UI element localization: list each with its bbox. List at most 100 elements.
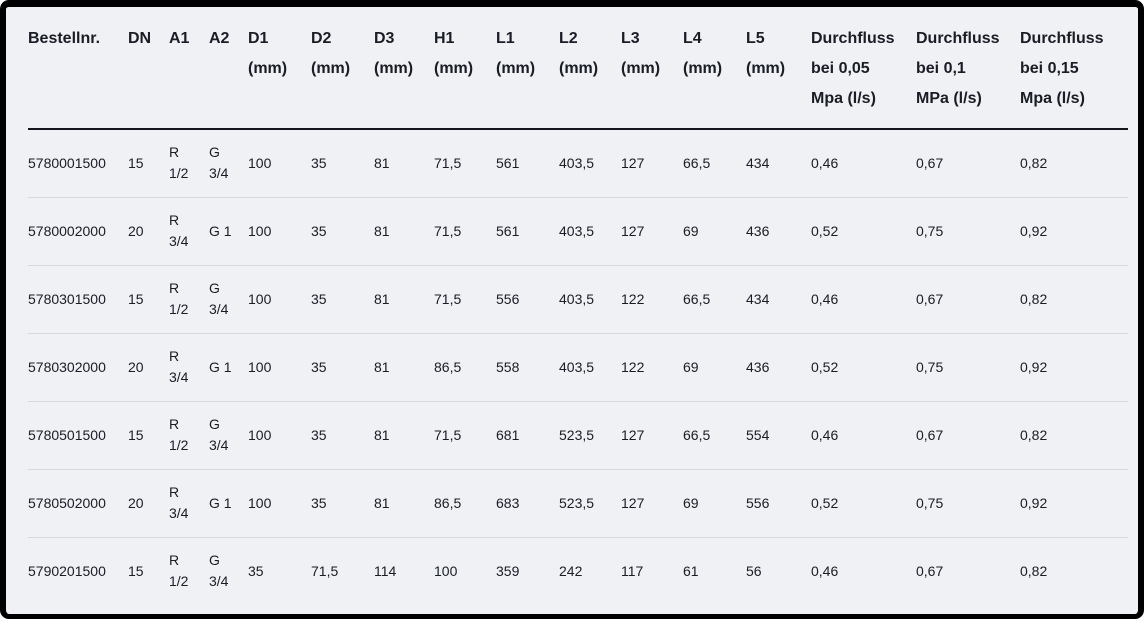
table-row: 5780002000 20 R 3/4 G 1 100 35 81 71,5 561 403,5 1… bbox=[28, 196, 1128, 265]
cell-dn: 15 bbox=[128, 536, 169, 605]
cell-l4: 69 bbox=[683, 196, 746, 265]
column-header-l2: L2 (mm) bbox=[559, 7, 621, 130]
column-label: L3 bbox=[621, 30, 640, 47]
cell-l2: 523,5 bbox=[559, 468, 621, 537]
cell-a1: R 3/4 bbox=[169, 468, 209, 537]
cell-l1: 556 bbox=[496, 264, 559, 333]
cell-durchfluss-015: 0,82 bbox=[1020, 154, 1048, 171]
column-sublabel: (mm) bbox=[374, 60, 414, 77]
cell-a2: G 1 bbox=[209, 468, 248, 537]
cell-l2: 403,5 bbox=[559, 154, 595, 171]
cell-d3: 81 bbox=[374, 154, 390, 171]
column-sublabel: (mm) bbox=[434, 60, 474, 77]
table-row: 5780302000 20 R 3/4 G 1 100 35 81 86,5 558 403,5 1… bbox=[28, 332, 1128, 401]
cell-l4: 69 bbox=[683, 468, 746, 537]
cell-bestellnr: 5790201500 bbox=[28, 536, 128, 605]
cell-l3: 122 bbox=[621, 332, 683, 401]
table-row: 5780501500 15 R 1/2 G 3/4 100 35 81 71,5 681 523,… bbox=[28, 400, 1128, 469]
column-label: L1 bbox=[496, 30, 515, 47]
cell-bestellnr: 5780002000 bbox=[28, 196, 128, 265]
cell-durchfluss-005: 0,46 bbox=[811, 154, 839, 171]
cell-d1: 100 bbox=[248, 196, 311, 265]
cell-durchfluss-005: 0,46 bbox=[811, 400, 916, 469]
cell-d2: 35 bbox=[311, 468, 374, 537]
product-spec-table: Bestellnr. DN A1 A2 D1 (mm) D2 (mm) D3 (… bbox=[28, 7, 1128, 605]
table-header: Bestellnr. DN A1 A2 D1 (mm) D2 (mm) D3 (… bbox=[28, 7, 1128, 130]
cell-durchfluss-015: 0,92 bbox=[1020, 332, 1128, 401]
column-sublabel: bei 0,05 bbox=[811, 60, 870, 77]
cell-l2: 403,5 bbox=[559, 332, 621, 401]
cell-a1: R 1/2 bbox=[169, 144, 189, 182]
cell-bestellnr: 5780502000 bbox=[28, 468, 128, 537]
cell-durchfluss-015: 0,82 bbox=[1020, 264, 1128, 333]
column-label: A1 bbox=[169, 30, 190, 47]
cell-l5: 434 bbox=[746, 264, 811, 333]
column-label: L2 bbox=[559, 30, 578, 47]
cell-l2: 242 bbox=[559, 536, 621, 605]
cell-l1: 681 bbox=[496, 400, 559, 469]
cell-l5: 556 bbox=[746, 468, 811, 537]
column-header-durchfluss-005: Durchfluss bei 0,05 Mpa (l/s) bbox=[811, 7, 916, 130]
cell-l4: 61 bbox=[683, 536, 746, 605]
column-unit: MPa (l/s) bbox=[916, 90, 982, 107]
cell-d1: 100 bbox=[248, 468, 311, 537]
cell-l4: 66,5 bbox=[683, 264, 746, 333]
cell-durchfluss-015: 0,92 bbox=[1020, 468, 1128, 537]
cell-l5: 436 bbox=[746, 196, 811, 265]
column-header-bestellnr: Bestellnr. bbox=[28, 7, 128, 130]
column-header-dn: DN bbox=[128, 7, 169, 130]
column-header-a1: A1 bbox=[169, 7, 209, 130]
table-row: 5780001500 15 R 1/2 G 3/4 100 35 81 71,5 561 403,… bbox=[28, 129, 1128, 197]
column-sublabel: (mm) bbox=[621, 60, 661, 77]
cell-durchfluss-005: 0,52 bbox=[811, 196, 916, 265]
cell-d1: 100 bbox=[248, 400, 311, 469]
cell-l2: 403,5 bbox=[559, 264, 621, 333]
column-header-durchfluss-015: Durchfluss bei 0,15 Mpa (l/s) bbox=[1020, 7, 1128, 130]
cell-a1: R 1/2 bbox=[169, 400, 209, 469]
cell-durchfluss-01: 0,67 bbox=[916, 536, 1020, 605]
cell-durchfluss-01: 0,75 bbox=[916, 332, 1020, 401]
cell-l3: 127 bbox=[621, 468, 683, 537]
cell-d3: 81 bbox=[374, 196, 434, 265]
column-label: D3 bbox=[374, 30, 395, 47]
cell-dn: 20 bbox=[128, 196, 169, 265]
column-label: D2 bbox=[311, 30, 332, 47]
cell-d2: 35 bbox=[311, 196, 374, 265]
column-label: Bestellnr. bbox=[28, 30, 101, 47]
column-label: Durchfluss bbox=[916, 30, 1000, 47]
cell-h1: 71,5 bbox=[434, 400, 496, 469]
cell-l3: 127 bbox=[621, 400, 683, 469]
cell-l4: 66,5 bbox=[683, 400, 746, 469]
cell-durchfluss-015: 0,92 bbox=[1020, 196, 1128, 265]
cell-d3: 81 bbox=[374, 332, 434, 401]
cell-h1: 71,5 bbox=[434, 154, 462, 171]
cell-bestellnr: 5780301500 bbox=[28, 264, 128, 333]
cell-d2: 35 bbox=[311, 154, 327, 171]
table-row: 5780502000 20 R 3/4 G 1 100 35 81 86,5 683 523,5 1… bbox=[28, 468, 1128, 537]
column-sublabel: (mm) bbox=[683, 60, 723, 77]
cell-d3: 81 bbox=[374, 400, 434, 469]
cell-durchfluss-01: 0,75 bbox=[916, 196, 1020, 265]
cell-l3: 117 bbox=[621, 536, 683, 605]
cell-bestellnr: 5780501500 bbox=[28, 400, 128, 469]
table-row: 5780301500 15 R 1/2 G 3/4 100 35 81 71,5 556 403,… bbox=[28, 264, 1128, 333]
column-sublabel: (mm) bbox=[248, 60, 288, 77]
cell-a2: G 1 bbox=[209, 196, 248, 265]
cell-a2: G 3/4 bbox=[209, 400, 248, 469]
cell-a2: G 3/4 bbox=[209, 536, 248, 605]
cell-durchfluss-005: 0,46 bbox=[811, 536, 916, 605]
column-header-l1: L1 (mm) bbox=[496, 7, 559, 130]
column-sublabel: (mm) bbox=[496, 60, 536, 77]
column-sublabel: (mm) bbox=[746, 60, 786, 77]
column-header-h1: H1 (mm) bbox=[434, 7, 496, 130]
cell-durchfluss-01: 0,75 bbox=[916, 468, 1020, 537]
column-label: L4 bbox=[683, 30, 702, 47]
cell-d2: 35 bbox=[311, 332, 374, 401]
cell-l1: 683 bbox=[496, 468, 559, 537]
column-header-d2: D2 (mm) bbox=[311, 7, 374, 130]
cell-l3: 122 bbox=[621, 264, 683, 333]
cell-d3: 81 bbox=[374, 264, 434, 333]
cell-a1: R 3/4 bbox=[169, 196, 209, 265]
cell-durchfluss-015: 0,82 bbox=[1020, 536, 1128, 605]
